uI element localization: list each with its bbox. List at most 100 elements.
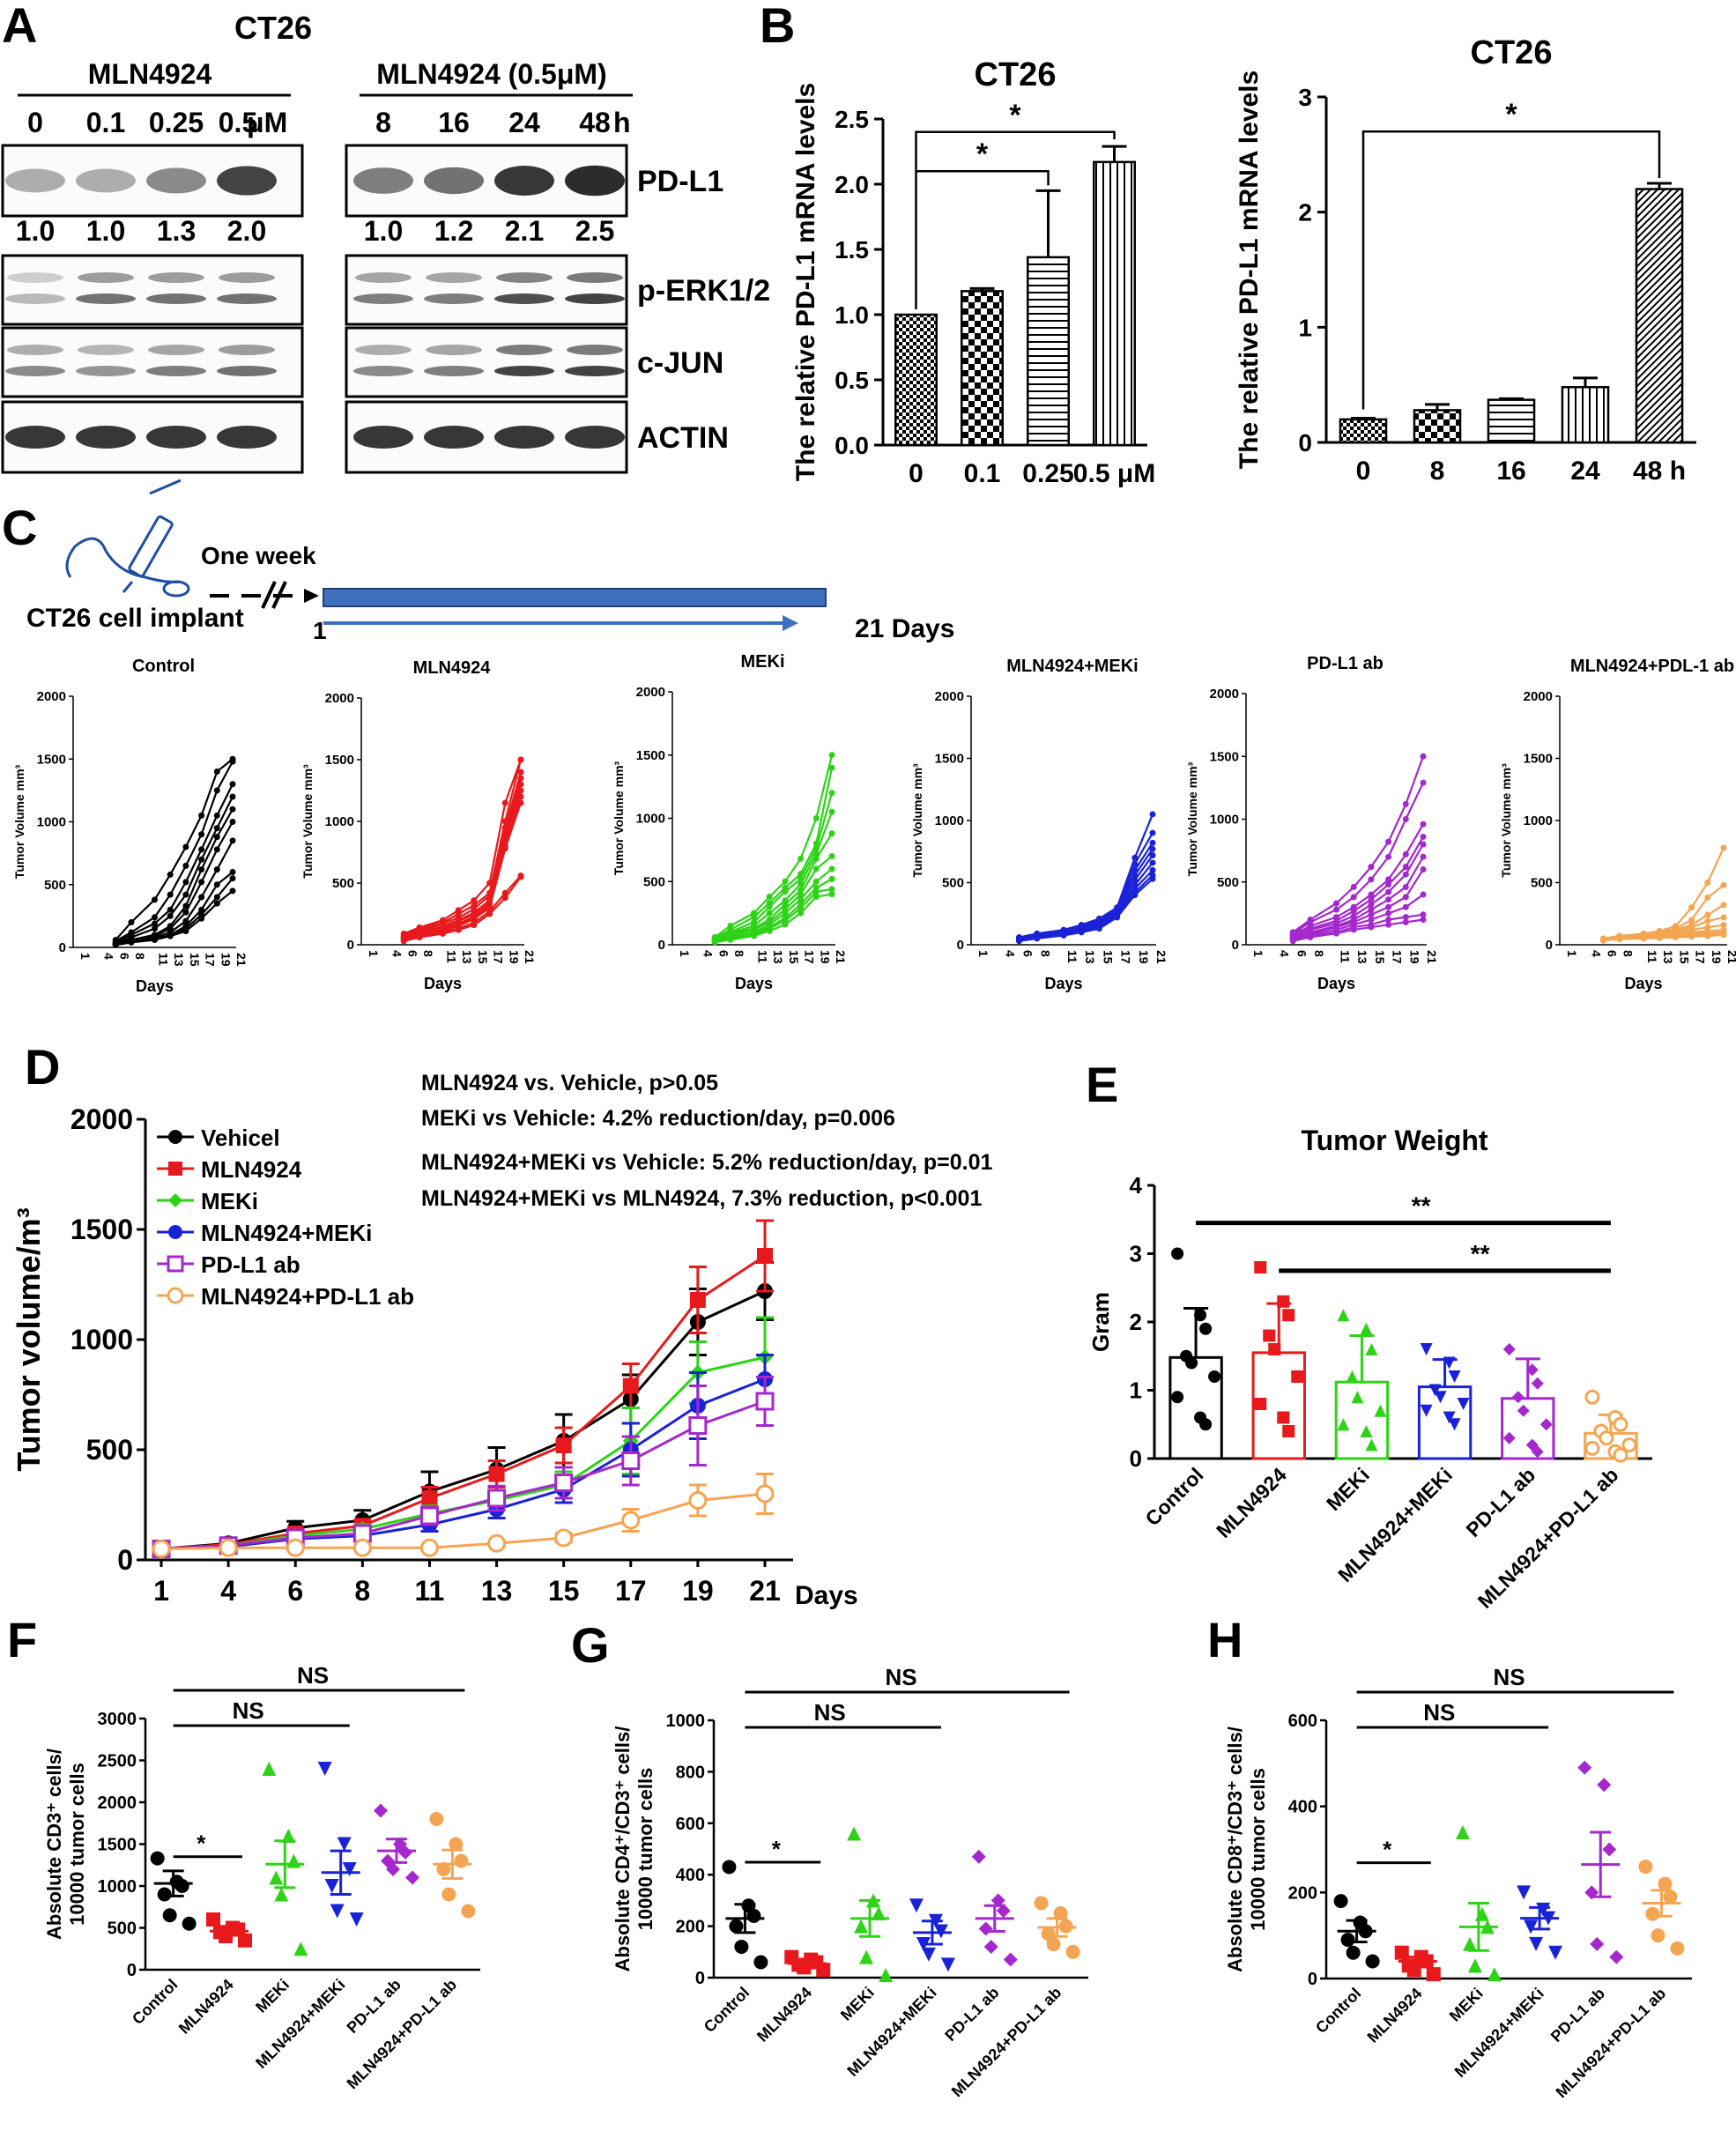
marker [753,1955,768,1970]
significance-mark: NS [1493,1664,1525,1690]
data-point [1350,908,1357,915]
y-axis-label: Absolute CD8⁺/CD3⁺ cells/ [1224,1726,1246,1972]
mouse-line [115,758,234,941]
y-tick-label: 0.5 [835,367,869,394]
marker [342,1862,357,1876]
y-tick-label: 0 [127,1961,137,1980]
x-tick-label: 13 [1083,950,1097,964]
y-tick-label: 2 [1130,1309,1142,1335]
blot-label: p-ERK1/2 [637,274,770,308]
bar [1635,188,1684,444]
x-tick-label: 8 [421,950,435,957]
marker [1462,1936,1477,1951]
marker [1455,1824,1470,1839]
x-tick-label: 21 [523,950,537,964]
marker [1448,1370,1461,1383]
y-tick-label: 1000 [666,1711,706,1731]
data-point [798,910,805,917]
western-blots: PD-L1 p-ERK1/2 c-JUN ACTIN [1,144,770,474]
legend-label: MLN4924+MEKi [201,1220,372,1246]
treatment-bar [323,588,827,607]
bar [1561,386,1610,444]
y-axis-label: 10000 tumor cells [634,1768,657,1931]
marker [1467,1958,1482,1973]
data-point [229,793,236,800]
data-point [213,825,220,832]
data-point [1385,917,1392,923]
chart-b1: CT26 0.0 0.5 1.0 1.5 2.0 2.5 The relative PD-L1… [791,56,1155,488]
significance-mark: ** [1412,1192,1431,1220]
blot-box-left [1,326,304,398]
blot-band [219,272,275,283]
marker [1590,1936,1605,1951]
panel-a-group2: MLN4924 (0.5μM) [376,58,606,90]
x-tick-label: 13 [771,950,785,964]
marker [1599,1430,1614,1446]
data-point [1368,896,1375,903]
marker [1277,1411,1290,1424]
quant-value: 1.0 [364,215,403,247]
x-tick-label: 16 [1496,457,1525,486]
data-point [198,894,205,901]
small-chart-title: Control [132,657,195,676]
marker [722,1860,737,1875]
y-tick-label: 1500 [98,1836,137,1855]
x-tick-label: 13 [1355,950,1369,964]
series-4 [152,1376,775,1558]
panel-f: F 0 500 1000 1500 2000 2500 3000 Absolute CD3⁺ … [7,1612,480,2092]
data-point [1333,930,1339,937]
data-point [1420,891,1427,898]
marker [1524,1919,1539,1934]
data-point [751,913,757,920]
significance-star: * [1009,99,1021,132]
blot-box-right [345,326,628,398]
marker [1525,1363,1539,1377]
data-point [828,891,835,898]
data-point [1385,876,1392,883]
marker [168,1225,182,1239]
data-point [182,862,189,869]
data-point [152,925,158,932]
lane-labels: 0 0.1 0.25 0.5 8 16 24 48 [27,107,611,138]
data-point [1385,838,1392,845]
data-point [766,927,773,934]
x-tick-label: 4 [1003,950,1017,957]
data-point [1034,935,1041,942]
x-axis-label: Days [136,977,174,995]
data-point [167,932,174,939]
y-tick-label: 3 [1298,84,1312,111]
marker [461,1904,476,1919]
data-point [182,909,189,916]
x-axis-label: Days [1044,975,1082,992]
y-tick-label: 1.0 [835,301,869,329]
x-tick-label: 17 [1391,950,1405,964]
data-point [1720,844,1727,851]
legend-label: PD-L1 ab [201,1251,300,1278]
blot-band [565,293,625,304]
stat-line-4: MLN4924+MEKi vs MLN4924, 7.3% reduction,… [421,1186,982,1211]
blot-band [217,426,277,449]
y-axis-label: Tumor Volume mm³ [910,763,924,878]
y-tick-label: 2000 [37,689,66,704]
y-axis-label: Absolute CD3⁺ cells/ [43,1749,65,1940]
legend-label: MLN4924 [201,1156,302,1183]
marker [1531,1445,1544,1459]
marker [1003,1952,1018,1967]
mouse-line [1292,755,1425,933]
y-tick-label: 0 [59,940,66,955]
data-point [1420,841,1427,848]
blot-label: c-JUN [637,346,723,380]
data-point [1616,936,1623,943]
marker [1199,1322,1213,1335]
marker [286,1853,301,1868]
marker [1065,1944,1080,1959]
blot-band [76,168,136,193]
data-point [1420,753,1427,760]
data-point [112,941,119,948]
x-tick-label: 15 [476,950,490,964]
marker [983,1939,998,1954]
y-tick-label: 1500 [1524,752,1553,767]
marker [1034,1896,1049,1911]
x-tick-label: 8 [1039,950,1053,957]
